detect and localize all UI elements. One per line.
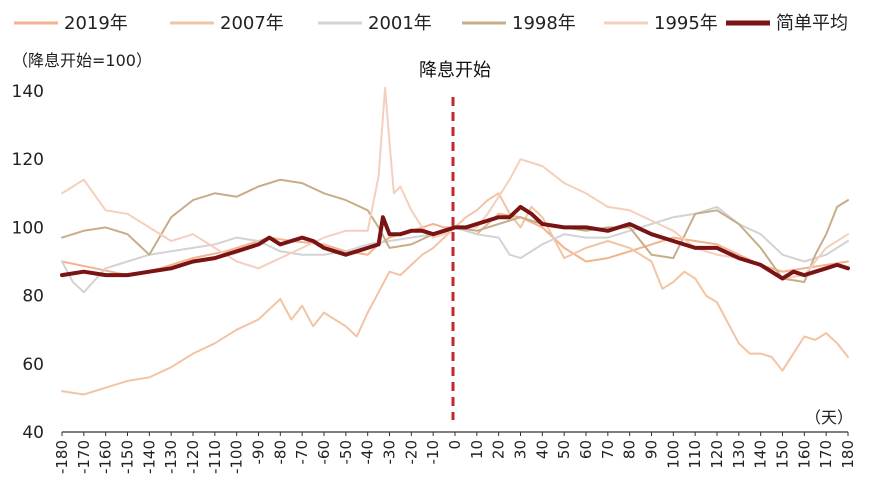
x-tick-label: 120 [708, 440, 726, 469]
x-tick-label: 60 [577, 440, 595, 459]
x-tick-label: -40 [359, 440, 377, 465]
series-line-1 [61, 192, 849, 396]
y-tick-label: 80 [22, 287, 44, 307]
x-tick-label: -180 [53, 440, 71, 474]
x-tick-label: 180 [839, 440, 857, 469]
x-tick-label: 10 [468, 440, 486, 459]
legend-item-5: 简单平均 [726, 13, 848, 34]
x-tick-label: 30 [512, 440, 530, 459]
series-line-5 [60, 204, 850, 281]
x-tick-label: 170 [817, 440, 835, 469]
x-tick-label: 90 [643, 440, 661, 459]
y-axis-label: （降息开始=100） [12, 51, 152, 70]
x-tick-label: -160 [97, 440, 115, 474]
legend-item-2: 2001年 [318, 13, 432, 34]
y-tick-label: 60 [22, 355, 44, 375]
legend: 2019年 2007年 2001年 1998年 1995年 简单平均 [14, 13, 848, 34]
x-tick-label: -20 [402, 440, 420, 465]
legend-label: 简单平均 [776, 13, 848, 34]
legend-label: 1998年 [512, 13, 576, 34]
legend-item-1: 2007年 [170, 13, 284, 34]
legend-item-4: 1995年 [604, 13, 718, 34]
legend-label: 2007年 [220, 13, 284, 34]
plot-area [60, 86, 850, 396]
x-tick-label: -50 [337, 440, 355, 465]
x-tick-label: -110 [206, 440, 224, 474]
x-tick-label: -60 [315, 440, 333, 465]
x-tick-label: -140 [140, 440, 158, 474]
legend-item-3: 1998年 [462, 13, 576, 34]
legend-label: 2019年 [64, 13, 128, 34]
x-axis-ticks: -180 -170 -160 -150 -140 -130 -120 -110 -100 -90-… [53, 432, 857, 474]
y-tick-label: 40 [22, 423, 44, 443]
x-tick-label: -100 [228, 440, 246, 474]
legend-label: 1995年 [654, 13, 718, 34]
x-tick-label: 50 [555, 440, 573, 459]
x-tick-label: -70 [293, 440, 311, 465]
x-tick-label: 150 [774, 440, 792, 469]
x-tick-label: -10 [424, 440, 442, 465]
x-tick-label: 80 [621, 440, 639, 459]
x-tick-label: -120 [184, 440, 202, 474]
x-tick-label: 70 [599, 440, 617, 459]
x-tick-label: -150 [119, 440, 137, 474]
rate-cut-start-annotation: 降息开始 [419, 60, 491, 81]
x-tick-label: 0 [446, 440, 464, 450]
x-tick-label: -30 [381, 440, 399, 465]
y-tick-label: 120 [12, 150, 44, 170]
x-tick-label: 140 [752, 440, 770, 469]
x-axis-label: （天） [805, 408, 853, 427]
x-tick-label: 20 [490, 440, 508, 459]
y-axis-ticks: 40 60 80 100 120 140 [12, 82, 44, 443]
x-tick-label: 160 [795, 440, 813, 469]
x-tick-label: 130 [730, 440, 748, 469]
series-line-4 [61, 86, 849, 280]
x-tick-label: 100 [664, 440, 682, 469]
y-tick-label: 100 [12, 218, 44, 238]
y-tick-label: 140 [12, 82, 44, 102]
x-tick-label: 110 [686, 440, 704, 469]
x-tick-label: -90 [250, 440, 268, 465]
legend-item-0: 2019年 [14, 13, 128, 34]
x-tick-label: 40 [533, 440, 551, 459]
x-tick-label: -170 [75, 440, 93, 474]
x-tick-label: -130 [162, 440, 180, 474]
legend-label: 2001年 [368, 13, 432, 34]
x-tick-label: -80 [271, 440, 289, 465]
